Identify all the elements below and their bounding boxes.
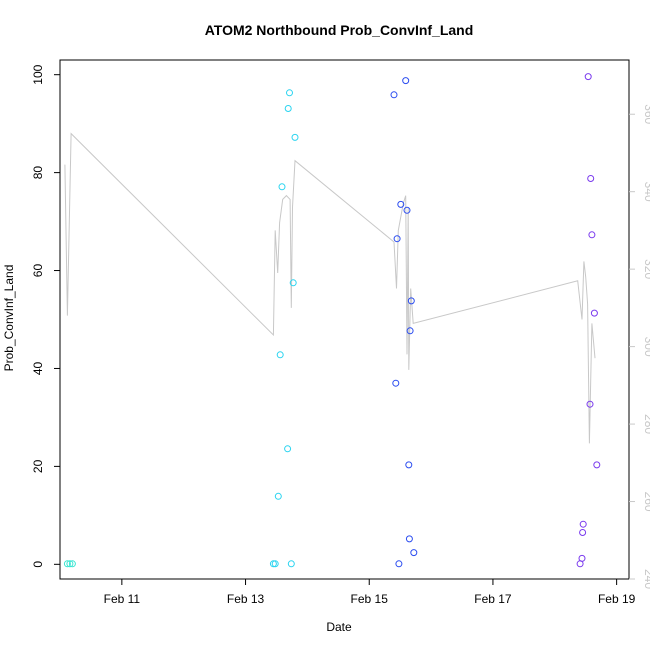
scatter-point (402, 77, 410, 85)
y-right-tick-label: 320 (642, 259, 650, 279)
scatter-point (410, 549, 418, 557)
scatter-point (287, 560, 295, 568)
x-tick-label: Feb 15 (351, 592, 389, 606)
y-tick-label: 100 (31, 64, 45, 84)
scatter-point (395, 560, 403, 568)
scatter-point (291, 133, 299, 141)
scatter-point (403, 206, 411, 214)
scatter-point (579, 520, 587, 528)
y-tick-label: 40 (31, 361, 45, 375)
y-right-tick-label: 240 (642, 569, 650, 589)
x-tick-label: Feb 13 (227, 592, 265, 606)
x-axis-label: Date (326, 620, 352, 634)
scatter-point (66, 560, 74, 568)
scatter-point (392, 379, 400, 387)
scatter-point (588, 231, 596, 239)
y-tick-label: 60 (31, 264, 45, 278)
y-tick-label: 20 (31, 459, 45, 473)
scatter-point (586, 400, 594, 408)
scatter-point (405, 461, 413, 469)
scatter-point (406, 327, 414, 335)
x-tick-label: Feb 11 (104, 592, 141, 606)
y-right-tick-label: 300 (642, 337, 650, 357)
scatter-point (579, 529, 587, 536)
y-right-tick-label: 360 (642, 104, 650, 124)
scatter-point (590, 309, 598, 317)
scatter-point (286, 89, 293, 97)
y-right-tick-label: 260 (642, 492, 650, 512)
chart-title: ATOM2 Northbound Prob_ConvInf_Land (205, 22, 474, 38)
y-axis-label: Prob_ConvInf_Land (2, 265, 16, 372)
scatter-point (397, 200, 405, 208)
x-tick-label: Feb 17 (474, 592, 512, 606)
plot-frame (59, 59, 630, 580)
y-right-tick-label: 340 (642, 182, 650, 202)
line-series (64, 132, 596, 444)
y-axis-right: 240 260 280 300 320 340 360 (629, 104, 650, 589)
scatter-point (393, 235, 401, 243)
scatter-point (593, 461, 601, 469)
scatter-point (68, 560, 76, 568)
scatter-points (63, 73, 601, 568)
scatter-point (407, 297, 415, 305)
y-tick-label: 80 (31, 166, 45, 180)
scatter-point (271, 560, 279, 568)
scatter-point (276, 351, 284, 359)
scatter-point (405, 535, 413, 543)
scatter-point (584, 73, 592, 81)
x-tick-label: Feb 19 (598, 592, 636, 606)
line-series-path (64, 132, 596, 444)
scatter-point (284, 445, 292, 453)
scatter-point (578, 554, 586, 562)
scatter-point (289, 279, 297, 287)
scatter-point (587, 175, 595, 182)
scatter-point (278, 183, 286, 191)
y-right-tick-label: 280 (642, 414, 650, 434)
scatter-point (274, 492, 282, 500)
scatter-point (390, 91, 398, 99)
x-axis: Feb 11 Feb 13 Feb 15 Feb 17 Feb 19 (104, 579, 636, 606)
y-axis-left: 0 20 40 60 80 100 (31, 64, 60, 568)
y-tick-label: 0 (31, 561, 45, 568)
scatter-point (284, 105, 292, 112)
scatter-point (63, 560, 71, 568)
